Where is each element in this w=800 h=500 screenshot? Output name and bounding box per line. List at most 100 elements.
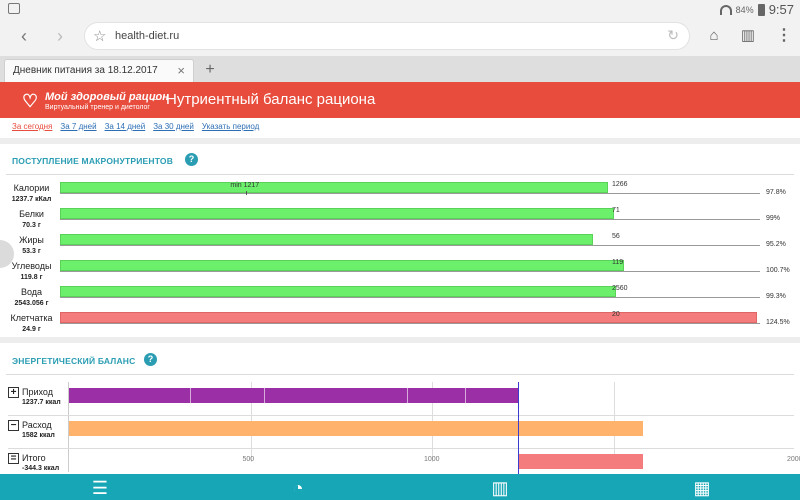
pie-chart-icon[interactable]: ◔ [292, 478, 304, 498]
energy-value: 1582 ккал [22, 432, 55, 439]
energy-row-label: = Итого -344.3 ккал [8, 453, 68, 474]
forward-arrow-icon[interactable]: › [57, 26, 63, 46]
nutrient-value: 1237.7 кКал [11, 196, 52, 203]
row-separator [8, 415, 794, 416]
tab-strip: Дневник питания за 18.12.2017 × + [0, 56, 800, 82]
macro-row: Белки 70.3 г 71 99% [0, 206, 800, 232]
period-selector: За сегодня За 7 дней За 14 дней За 30 дн… [12, 122, 259, 131]
nutrient-bar [60, 312, 758, 323]
section-divider [0, 138, 800, 144]
nutrient-bar [60, 286, 617, 297]
sign-icon: − [8, 420, 19, 431]
nutrient-value: 70.3 г [22, 222, 41, 229]
section-line [6, 174, 794, 175]
energy-section-title: ЭНЕРГЕТИЧЕСКИЙ БАЛАНС [12, 356, 136, 366]
battery-icon [757, 3, 765, 16]
norm-line [60, 245, 760, 246]
tab-title[interactable]: Дневник питания за 18.12.2017 [13, 65, 158, 76]
macro-row: Клетчатка 24.9 г 20 124.5% [0, 310, 800, 336]
period-link-today[interactable]: За сегодня [12, 122, 53, 131]
energy-bar [69, 421, 644, 436]
nutrient-name: Клетчатка [10, 313, 53, 323]
nutrient-name: Углеводы [11, 261, 52, 271]
energy-name: Приход [22, 387, 53, 397]
status-indicators: 84% 9:57 [719, 2, 794, 17]
site-header: ♡ Мой здоровый рацион Виртуальный тренер… [0, 82, 800, 118]
nutrient-bar [60, 208, 615, 219]
back-arrow-icon[interactable]: ‹ [21, 26, 27, 46]
intake-marker-line [518, 382, 520, 474]
tab-close-icon[interactable]: × [177, 63, 185, 78]
percent-label: 100.7% [766, 267, 790, 274]
sign-icon: + [8, 387, 19, 398]
period-link-30-days[interactable]: За 30 дней [153, 122, 194, 131]
wifi-icon [719, 4, 732, 15]
more-menu-icon[interactable]: ⋮ [776, 27, 792, 44]
browser-tab[interactable]: Дневник питания за 18.12.2017 × [4, 59, 194, 82]
bar-segment-divider [263, 388, 265, 403]
energy-plot-area [68, 382, 796, 472]
macro-help-icon[interactable]: ? [185, 153, 198, 166]
macro-row: Вода 2543.056 г 2560 99.3% [0, 284, 800, 310]
period-link-custom[interactable]: Указать период [201, 122, 260, 131]
nutrient-bar [60, 234, 594, 245]
percent-label: 95.2% [766, 241, 786, 248]
site-logo[interactable]: ♡ Мой здоровый рацион Виртуальный тренер… [22, 88, 169, 114]
period-link-7-days[interactable]: За 7 дней [60, 122, 97, 131]
section-line [6, 374, 794, 375]
trend-chart-icon[interactable]: ▦ [693, 478, 711, 498]
percent-label: 99% [766, 215, 781, 222]
energy-row-label: + Приход 1237.7 ккал [8, 387, 68, 408]
macro-row-label: Белки 70.3 г [4, 209, 59, 231]
nutrient-value: 53.3 г [22, 248, 41, 255]
norm-value: 2560 [612, 285, 628, 292]
energy-value: -344.3 ккал [22, 465, 60, 472]
bar-chart-icon[interactable]: ▥ [491, 478, 509, 498]
url-text[interactable]: health-diet.ru [115, 30, 180, 42]
home-icon[interactable]: ⌂ [709, 27, 719, 44]
nutrient-value: 119.8 г [20, 274, 43, 281]
norm-value: 1266 [612, 181, 628, 188]
macro-row: Жиры 53.3 г 56 95.2% [0, 232, 800, 258]
period-link-14-days[interactable]: За 14 дней [104, 122, 146, 131]
norm-value: 20 [612, 311, 620, 318]
battery-percent: 84% [735, 4, 754, 15]
row-separator [8, 448, 794, 449]
nutrient-name: Калории [13, 183, 50, 193]
bookmark-star-icon[interactable]: ☆ [93, 28, 107, 45]
back-arrow-icon[interactable]: ← [148, 89, 164, 106]
nutrient-bar [60, 260, 624, 271]
macro-row-label: Углеводы 119.8 г [4, 261, 59, 283]
norm-line [60, 193, 760, 194]
norm-line [60, 323, 760, 324]
nutrient-bar [60, 182, 608, 193]
energy-row-label: − Расход 1582 ккал [8, 420, 68, 441]
macro-row: Углеводы 119.8 г 119 100.7% [0, 258, 800, 284]
energy-help-icon[interactable]: ? [144, 353, 157, 366]
logo-heart-icon: ♡ [22, 91, 39, 111]
energy-bar [518, 454, 644, 469]
norm-value: 56 [612, 233, 620, 240]
nutrient-value: 24.9 г [22, 326, 41, 333]
drawer-handle[interactable] [0, 240, 14, 268]
norm-line [60, 271, 760, 272]
diary-list-icon[interactable]: ☰ [91, 478, 109, 498]
bar-segment-divider [407, 388, 409, 403]
macro-row-label: Жиры 53.3 г [4, 235, 59, 257]
address-bar[interactable]: ☆ health-diet.ru ↻ [84, 22, 690, 50]
logo-subtitle: Виртуальный тренер и диетолог [45, 103, 150, 111]
reload-icon[interactable]: ↻ [667, 27, 679, 43]
status-bar: 84% 9:57 [0, 0, 800, 18]
bar-segment-divider [190, 388, 192, 403]
reading-mode-icon[interactable]: ▥ [740, 27, 756, 44]
energy-value: 1237.7 ккал [22, 399, 61, 406]
nutrient-name: Жиры [19, 235, 44, 245]
energy-name: Итого [22, 453, 46, 463]
x-axis-tick: 500 [242, 456, 255, 463]
macro-row-label: Калории 1237.7 кКал [4, 183, 59, 205]
norm-value: 71 [612, 207, 620, 214]
nutrient-value: 2543.056 г [14, 300, 49, 307]
browser-toolbar: ‹ › ☆ health-diet.ru ↻ ⌂ ▥ ⋮ [0, 18, 800, 56]
new-tab-button[interactable]: + [205, 61, 215, 78]
logo-title: Мой здоровый рацион [45, 90, 169, 103]
